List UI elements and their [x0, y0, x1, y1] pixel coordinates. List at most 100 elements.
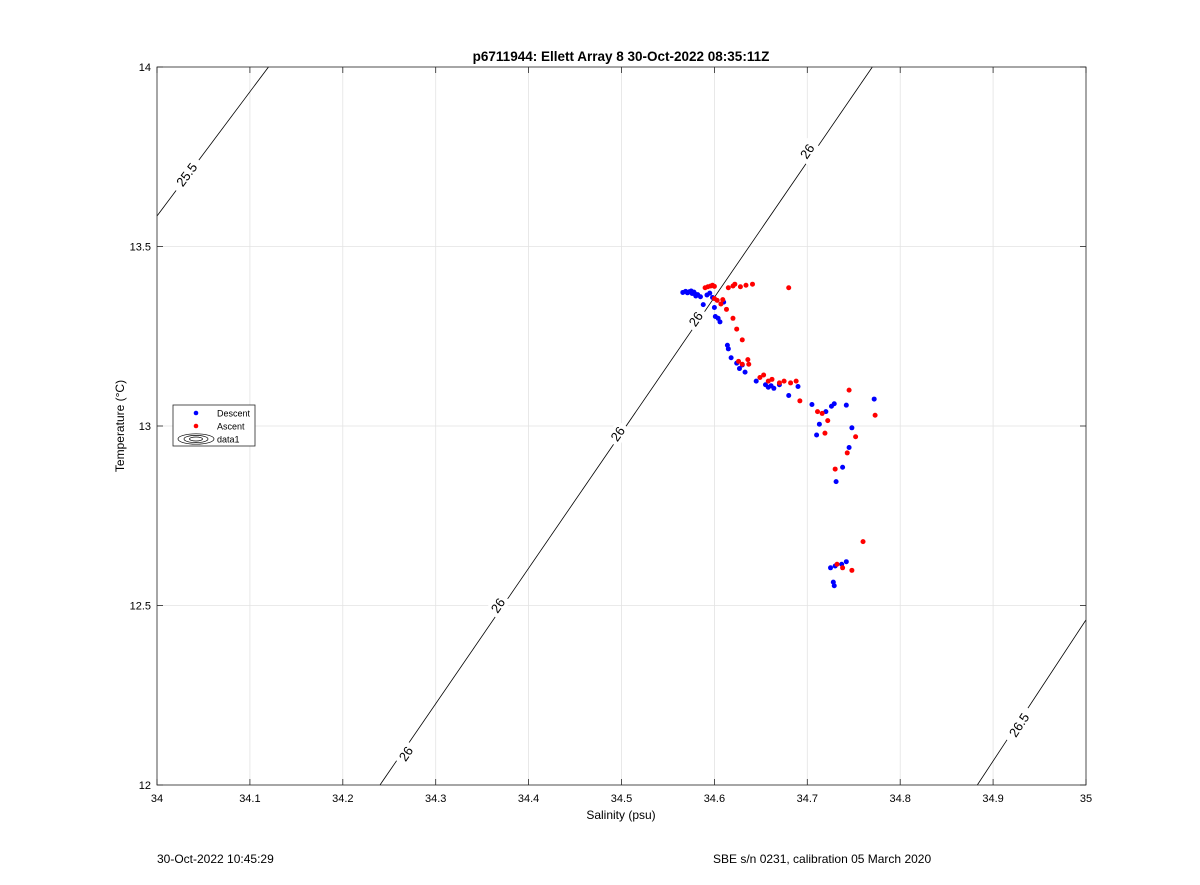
contour-line-25-5 [156, 66, 269, 217]
ascent-point [739, 337, 745, 343]
contour-label-text: 26 [686, 309, 707, 329]
legend-label: Ascent [217, 422, 245, 432]
descent-point [742, 369, 748, 375]
contour-line-26 [379, 66, 873, 786]
legend-contour-icon [183, 435, 209, 443]
descent-point [828, 565, 834, 571]
ascent-point [745, 357, 751, 363]
descent-point [717, 319, 723, 325]
ascent-point [781, 378, 787, 384]
contour-label-background [168, 154, 205, 195]
y-tick-label: 12.5 [130, 601, 151, 613]
descent-point [840, 464, 846, 470]
descent-point [728, 355, 734, 361]
x-tick-label: 34.6 [704, 793, 725, 805]
ascent-point [788, 380, 794, 386]
legend-marker [193, 410, 199, 416]
ascent-point [711, 283, 717, 289]
contour-line-26-5 [976, 619, 1087, 786]
y-tick-label: 14 [139, 62, 151, 74]
ascent-point [761, 372, 767, 378]
ascent-point [832, 466, 838, 472]
x-tick-label: 34.2 [332, 793, 353, 805]
ascent-point [860, 539, 866, 545]
ascent-point [743, 282, 749, 288]
ascent-point [746, 361, 752, 367]
descent-point [833, 479, 839, 485]
ascent-point [786, 285, 792, 291]
ascent-point [840, 565, 846, 571]
ascent-point [732, 281, 738, 287]
x-tick-label: 35 [1080, 793, 1092, 805]
ascent-point [797, 398, 803, 404]
contour-label-background [485, 591, 511, 620]
chart-title: p6711944: Ellett Array 8 30-Oct-2022 08:… [473, 49, 770, 64]
y-tick-label: 12 [139, 780, 151, 792]
descent-point [786, 392, 792, 398]
ascent-point [853, 434, 859, 440]
x-tick-label: 34 [151, 793, 163, 805]
x-tick-label: 34.3 [425, 793, 446, 805]
x-tick-label: 34.8 [889, 793, 910, 805]
descent-point [700, 302, 706, 308]
descent-point [849, 425, 855, 431]
ascent-point [749, 281, 755, 287]
contour-label-text: 26 [797, 141, 818, 161]
ascent-point [822, 430, 828, 436]
ascent-point [765, 378, 771, 384]
ascent-point [737, 284, 743, 290]
y-tick-label: 13 [139, 421, 151, 433]
ascent-point [718, 301, 724, 307]
descent-point [736, 366, 742, 372]
descent-point [711, 305, 717, 311]
x-tick-label: 34.9 [982, 793, 1003, 805]
x-tick-label: 34.1 [239, 793, 260, 805]
contour-label-text: 26 [488, 595, 509, 615]
ascent-point [714, 297, 720, 303]
ascent-point [730, 315, 736, 321]
descent-point [843, 402, 849, 408]
descent-point [707, 290, 713, 296]
ascent-point [736, 358, 742, 364]
ascent-point [819, 410, 825, 416]
ascent-point [739, 361, 745, 367]
x-tick-label: 34.7 [797, 793, 818, 805]
ascent-point [844, 450, 850, 456]
contour-label: 26 [485, 591, 511, 620]
contour-label-background [683, 305, 709, 333]
ascent-point [776, 380, 782, 386]
descent-point [831, 583, 837, 589]
ascent-point [815, 409, 821, 415]
descent-point [809, 401, 815, 407]
y-tick-label: 13.5 [130, 242, 151, 254]
legend-label: data1 [217, 435, 240, 445]
descent-point [725, 346, 731, 352]
contour-label-background [393, 740, 419, 768]
ascent-point [723, 306, 729, 312]
descent-point [831, 401, 837, 407]
ascent-point [720, 297, 726, 303]
contour-label: 26 [393, 740, 419, 768]
contour-label-text: 26 [608, 424, 629, 444]
ascent-point [849, 567, 855, 573]
descent-point [846, 445, 852, 451]
legend-contour-icon [177, 433, 215, 445]
legend: Descent Ascent data1 [172, 404, 256, 447]
footer-timestamp: 30-Oct-2022 10:45:29 [157, 852, 274, 866]
contour-label: 26 [604, 420, 631, 448]
axis-ticks: 34 34.1 34.2 34.3 34.4 34.5 34.6 34.7 34.8 34.9 35… [130, 62, 1093, 805]
contour-label: 26 [794, 137, 821, 165]
descent-point [697, 294, 703, 300]
y-axis-label: Temperature (°C) [113, 380, 127, 472]
x-tick-label: 34.4 [518, 793, 539, 805]
ascent-point [725, 285, 731, 291]
ascent-point [769, 376, 775, 382]
series-ascent [702, 281, 878, 573]
ascent-point [825, 418, 831, 424]
contour-label-text: 26 [396, 744, 417, 764]
contour-label-background [794, 137, 821, 165]
descent-point [816, 421, 822, 427]
ascent-point [793, 378, 799, 384]
footer-instrument-calibration: SBE s/n 0231, calibration 05 March 2020 [713, 852, 932, 866]
contour-label: 26 [683, 305, 709, 333]
